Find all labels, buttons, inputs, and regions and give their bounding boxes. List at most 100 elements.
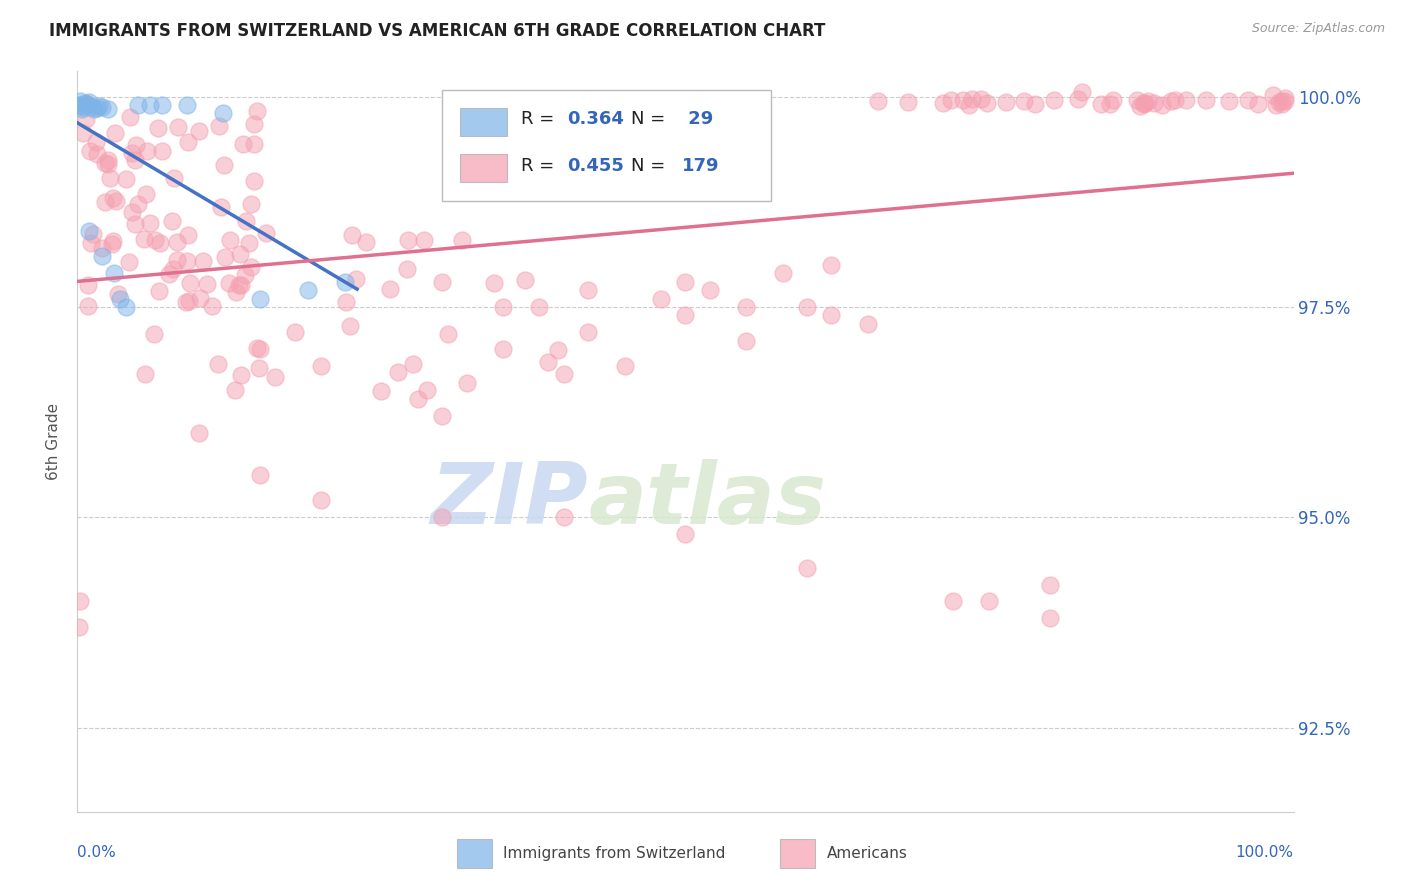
Point: [149, 236, 172, 251]
Point: [104, 194, 127, 209]
Point: [69, 594, 91, 608]
Point: [157, 268, 180, 282]
Text: 0.0%: 0.0%: [77, 845, 117, 860]
Point: [492, 342, 515, 356]
Point: [451, 233, 474, 247]
Point: [108, 292, 131, 306]
Point: [179, 293, 201, 308]
Point: [90, 100, 112, 114]
Point: [145, 233, 167, 247]
Point: [135, 186, 157, 201]
Point: [136, 144, 159, 158]
Point: [209, 200, 232, 214]
Point: [482, 276, 505, 290]
Point: [238, 235, 260, 250]
Point: [796, 560, 818, 574]
Point: [1043, 93, 1066, 107]
Point: [229, 246, 252, 260]
Point: [952, 93, 974, 107]
Point: [73, 96, 96, 111]
Point: [1066, 92, 1088, 106]
Text: Source: ZipAtlas.com: Source: ZipAtlas.com: [1251, 22, 1385, 36]
Point: [228, 277, 250, 292]
Text: N =: N =: [631, 111, 671, 128]
Point: [249, 292, 271, 306]
Point: [1195, 93, 1218, 107]
Point: [176, 294, 198, 309]
Point: [1039, 577, 1062, 591]
Point: [166, 235, 188, 249]
Point: [1014, 94, 1036, 108]
Point: [104, 126, 127, 140]
Point: [1271, 97, 1294, 112]
Point: [101, 237, 124, 252]
Point: [335, 294, 357, 309]
Point: [148, 285, 170, 299]
Point: [80, 236, 103, 251]
Point: [402, 357, 425, 371]
Point: [868, 94, 890, 108]
Point: [162, 213, 184, 227]
Point: [163, 171, 186, 186]
Point: [529, 300, 551, 314]
Point: [1102, 93, 1125, 107]
Point: [297, 283, 319, 297]
Point: [1236, 93, 1258, 107]
Point: [218, 276, 240, 290]
Point: [97, 102, 120, 116]
Point: [229, 277, 252, 292]
Point: [177, 227, 200, 242]
Point: [231, 368, 253, 383]
Point: [553, 510, 575, 524]
Point: [1274, 94, 1296, 108]
Point: [120, 110, 142, 124]
Point: [188, 124, 211, 138]
Point: [69, 94, 91, 108]
Point: [212, 158, 235, 172]
Point: [243, 174, 266, 188]
Point: [115, 172, 138, 186]
Point: [340, 228, 363, 243]
Point: [94, 156, 117, 170]
Point: [699, 283, 721, 297]
Point: [77, 299, 100, 313]
Point: [79, 224, 101, 238]
FancyBboxPatch shape: [441, 90, 770, 201]
Point: [225, 285, 247, 299]
Point: [115, 300, 138, 314]
Point: [121, 204, 143, 219]
Point: [166, 252, 188, 267]
Point: [97, 153, 120, 167]
Point: [179, 276, 201, 290]
Point: [86, 147, 108, 161]
Text: 29: 29: [682, 111, 713, 128]
Point: [333, 275, 356, 289]
Point: [735, 300, 758, 314]
Point: [232, 136, 254, 151]
Point: [932, 95, 955, 110]
Point: [107, 287, 129, 301]
Point: [146, 120, 169, 135]
Point: [897, 95, 920, 109]
Point: [406, 392, 429, 407]
Point: [430, 409, 453, 424]
Point: [960, 93, 983, 107]
Point: [650, 292, 672, 306]
Point: [80, 100, 103, 114]
Point: [246, 341, 269, 355]
Point: [413, 233, 436, 247]
Text: ZIP: ZIP: [430, 459, 588, 542]
Point: [354, 235, 377, 249]
Point: [67, 620, 90, 634]
Point: [309, 493, 332, 508]
Y-axis label: 6th Grade: 6th Grade: [46, 403, 62, 480]
Point: [492, 300, 515, 314]
Point: [1152, 98, 1174, 112]
Point: [72, 100, 94, 114]
Point: [235, 213, 257, 227]
Point: [957, 98, 980, 112]
Point: [1125, 93, 1147, 107]
Text: R =: R =: [522, 157, 560, 175]
Point: [138, 216, 160, 230]
Point: [127, 196, 149, 211]
